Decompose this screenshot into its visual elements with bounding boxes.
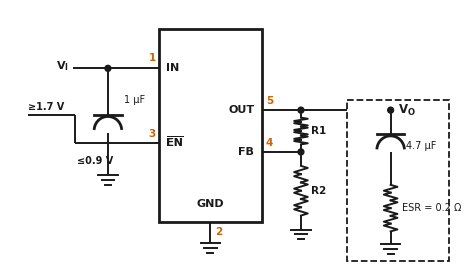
Text: $\overline{\mathrm{EN}}$: $\overline{\mathrm{EN}}$ <box>166 135 184 149</box>
Text: 1 μF: 1 μF <box>124 95 145 105</box>
Text: ESR = 0.2 Ω: ESR = 0.2 Ω <box>402 203 462 213</box>
Circle shape <box>105 65 111 71</box>
Text: V$_\mathregular{I}$: V$_\mathregular{I}$ <box>56 60 69 73</box>
Text: 3: 3 <box>149 129 156 139</box>
Text: IN: IN <box>166 63 180 73</box>
Text: EN: EN <box>166 138 183 148</box>
Text: 4.7 μF: 4.7 μF <box>406 141 437 151</box>
Text: ≤0.9 V: ≤0.9 V <box>77 156 113 166</box>
Text: V$_\mathregular{O}$: V$_\mathregular{O}$ <box>399 103 416 118</box>
Text: FB: FB <box>238 147 254 157</box>
Text: 1: 1 <box>149 53 156 63</box>
Bar <box>159 29 262 222</box>
Text: OUT: OUT <box>228 105 254 115</box>
Circle shape <box>388 107 394 113</box>
Text: 5: 5 <box>266 96 273 106</box>
Text: R2: R2 <box>311 186 326 196</box>
Circle shape <box>298 149 304 155</box>
Text: ≥1.7 V: ≥1.7 V <box>28 102 64 112</box>
Bar <box>347 100 449 261</box>
Text: R1: R1 <box>311 126 326 136</box>
Circle shape <box>298 107 304 113</box>
Text: GND: GND <box>197 199 224 209</box>
Text: 4: 4 <box>266 138 273 148</box>
Text: 2: 2 <box>215 227 222 237</box>
